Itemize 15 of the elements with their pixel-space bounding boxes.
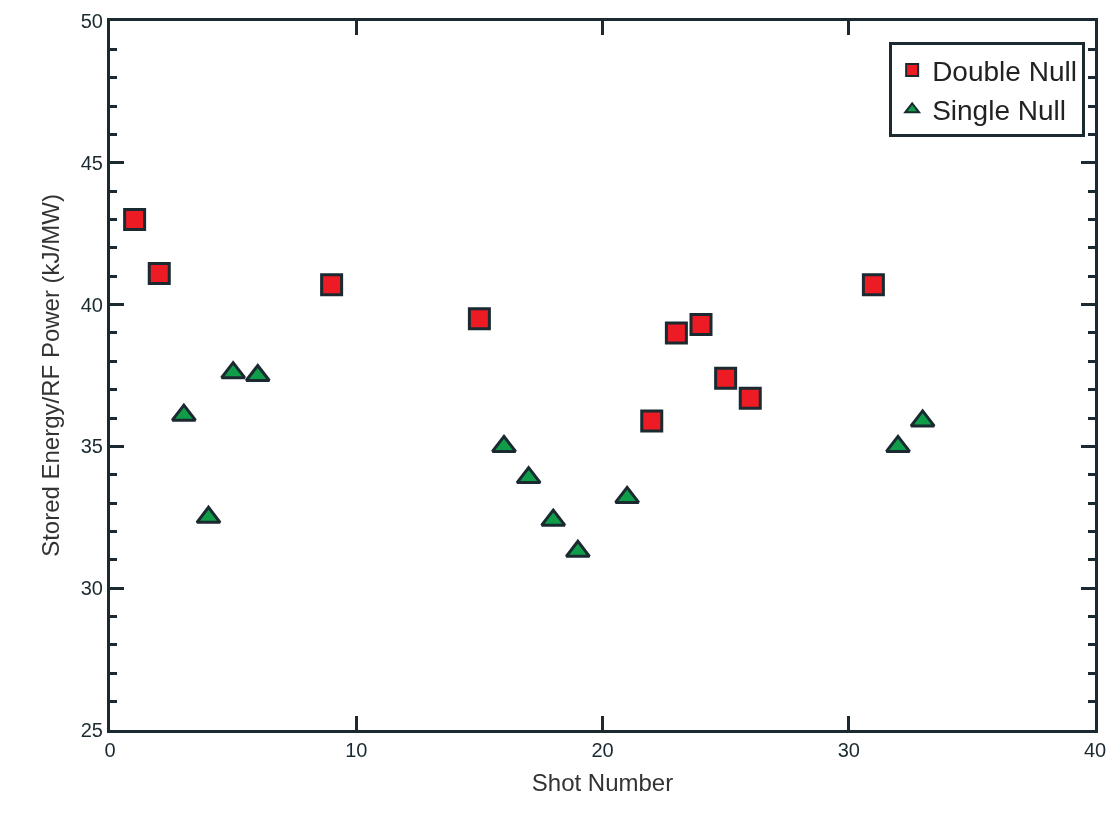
- x-tick-label: 40: [1083, 739, 1107, 761]
- legend-label: Double Null: [932, 55, 1077, 87]
- x-tick-label: 20: [591, 739, 614, 761]
- x-tick-label: 30: [837, 739, 860, 761]
- y-axis-title: Stored Energy/RF Power (kJ/MW): [36, 194, 64, 557]
- x-tick-label: 10: [345, 739, 368, 761]
- y-tick-label: 50: [80, 10, 103, 32]
- x-tick-label: 0: [104, 739, 116, 761]
- y-tick-label: 40: [80, 293, 103, 316]
- y-tick-label: 25: [80, 719, 103, 741]
- legend-label: Single Null: [932, 95, 1067, 127]
- x-axis-title: Shot Number: [531, 769, 674, 797]
- y-tick-label: 30: [80, 577, 103, 600]
- y-tick-label: 45: [80, 151, 103, 174]
- y-tick-label: 35: [80, 435, 103, 458]
